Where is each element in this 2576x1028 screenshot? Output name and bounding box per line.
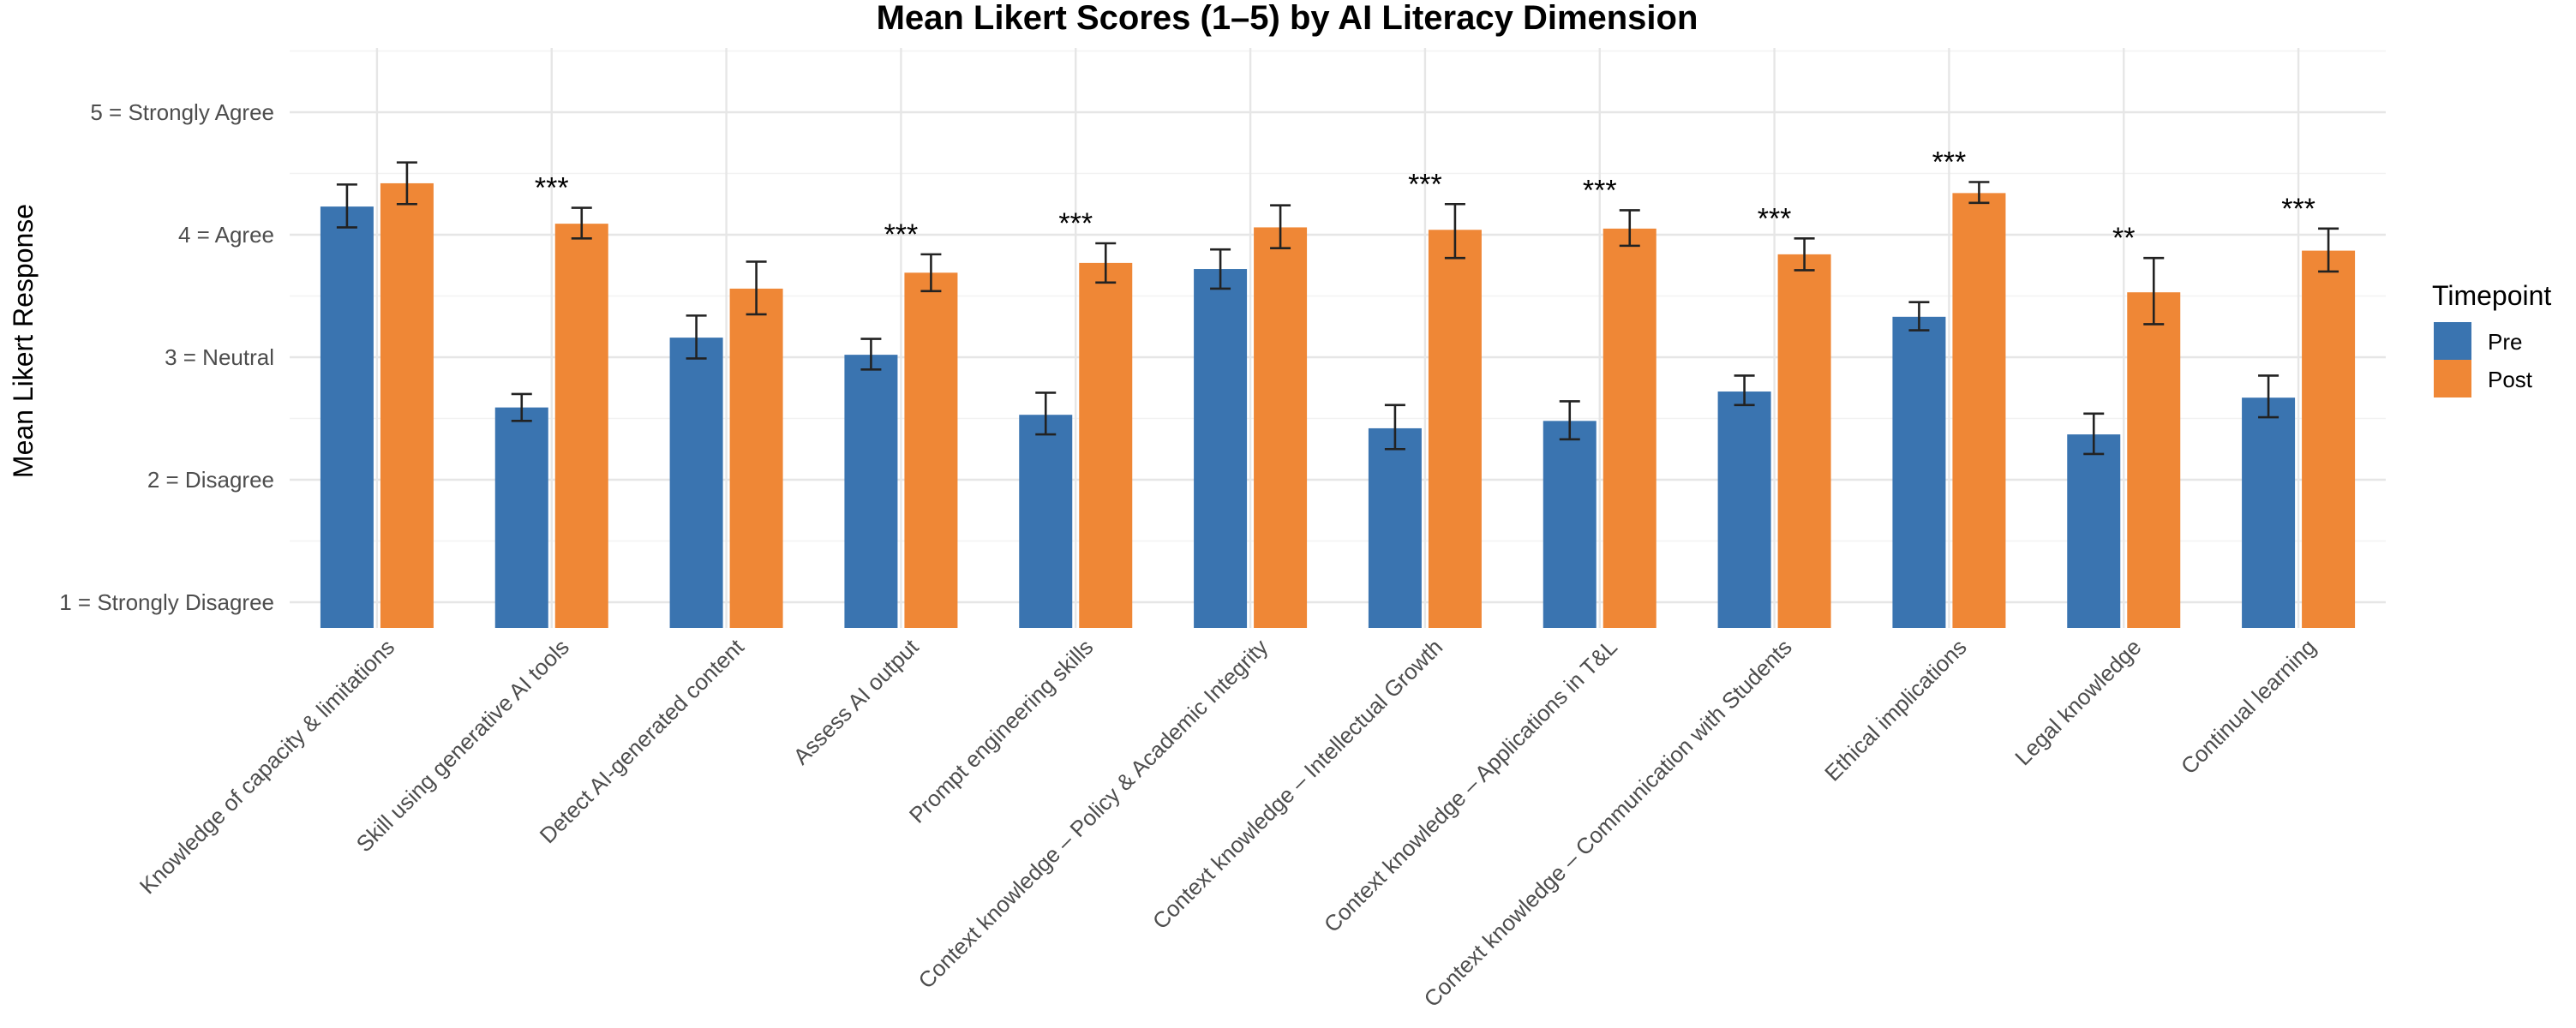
significance-marker: *** (884, 218, 919, 251)
significance-marker: *** (1758, 202, 1792, 235)
bar-pre (1368, 427, 1422, 628)
bar-post (380, 182, 434, 628)
legend-swatch-pre (2434, 322, 2471, 360)
y-tick-label: 2 = Disagree (147, 467, 274, 493)
x-axis-ticks: Knowledge of capacity & limitationsSkill… (135, 633, 2321, 1012)
x-tick-label: Prompt engineering skills (904, 634, 1099, 828)
bar-pre (2067, 434, 2121, 628)
x-tick-label: Legal knowledge (2010, 634, 2146, 770)
significance-markers: ****** ****** ************** (535, 146, 2315, 255)
significance-marker: *** (1408, 168, 1442, 200)
bar-post (729, 288, 783, 628)
bar-pre (320, 206, 374, 629)
significance-marker: *** (1932, 146, 1967, 179)
bar-post (1254, 227, 1308, 628)
bar-post (904, 272, 958, 628)
y-tick-label: 3 = Neutral (165, 344, 274, 370)
legend-label-pre: Pre (2488, 329, 2522, 355)
bar-post (1428, 230, 1482, 628)
x-tick-label: Detect AI-generated content (535, 633, 750, 848)
bar-pre (844, 355, 898, 628)
y-tick-label: 1 = Strongly Disagree (59, 589, 274, 615)
bars (320, 182, 2356, 629)
bar-post (554, 224, 608, 628)
legend-label-post: Post (2488, 367, 2533, 392)
x-tick-label: Continual learning (2176, 634, 2321, 779)
bar-pre (1543, 421, 1597, 628)
x-tick-label: Knowledge of capacity & limitations (135, 634, 399, 899)
bar-pre (494, 407, 548, 628)
legend: Timepoint Pre Post (2432, 280, 2551, 397)
bar-pre (1717, 391, 1771, 628)
y-tick-label: 5 = Strongly Agree (90, 99, 274, 125)
bar-pre (1892, 316, 1946, 628)
error-bars (336, 161, 2339, 456)
grid (290, 48, 2386, 628)
significance-marker: *** (1058, 207, 1093, 240)
legend-swatch-post (2434, 360, 2471, 397)
significance-marker: *** (535, 172, 569, 205)
bar-post (2127, 292, 2181, 628)
x-tick-label: Context knowledge – Intellectual Growth (1147, 634, 1447, 934)
bar-post (1079, 262, 1133, 628)
significance-marker: *** (2281, 193, 2315, 225)
bar-post (1952, 193, 2006, 628)
legend-title: Timepoint (2432, 280, 2551, 311)
x-tick-label: Context knowledge – Policy & Academic In… (914, 634, 1273, 994)
bar-post (1603, 228, 1656, 628)
x-tick-label: Context knowledge – Communication with S… (1419, 634, 1797, 1012)
x-tick-label: Ethical implications (1819, 634, 1972, 786)
significance-marker: ** (2112, 222, 2135, 254)
y-tick-label: 4 = Agree (178, 222, 274, 248)
y-axis-label: Mean Likert Response (8, 204, 39, 478)
bar-post (1777, 254, 1831, 628)
y-axis-ticks: 1 = Strongly Disagree 2 = Disagree 3 = Neu… (59, 99, 274, 615)
significance-marker: *** (1583, 174, 1617, 206)
chart-title: Mean Likert Scores (1–5) by AI Literacy … (877, 0, 1698, 37)
x-tick-label: Context knowledge – Applications in T&L (1319, 634, 1622, 937)
bar-pre (669, 338, 723, 628)
bar-pre (1019, 415, 1073, 628)
bar-pre (1194, 269, 1248, 628)
bar-post (2302, 250, 2356, 628)
x-tick-label: Assess AI output (788, 633, 924, 769)
bar-pre (2242, 397, 2296, 628)
